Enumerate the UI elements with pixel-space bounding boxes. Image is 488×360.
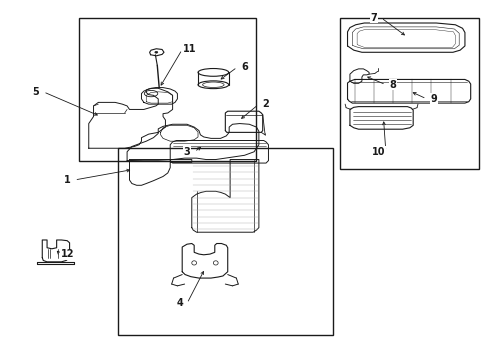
- Text: 3: 3: [183, 147, 190, 157]
- Bar: [117, 148, 332, 335]
- Text: 5: 5: [33, 87, 40, 97]
- Text: 6: 6: [241, 62, 247, 72]
- Ellipse shape: [155, 51, 158, 53]
- Text: 7: 7: [370, 13, 377, 23]
- Text: 11: 11: [182, 45, 196, 54]
- Text: 12: 12: [61, 249, 74, 259]
- Text: 9: 9: [429, 94, 436, 104]
- Text: 10: 10: [371, 147, 385, 157]
- Bar: [79, 18, 256, 161]
- Text: 4: 4: [176, 298, 183, 309]
- Bar: [340, 18, 478, 170]
- Text: 2: 2: [262, 99, 269, 109]
- Text: 1: 1: [63, 175, 70, 185]
- Text: 8: 8: [389, 80, 396, 90]
